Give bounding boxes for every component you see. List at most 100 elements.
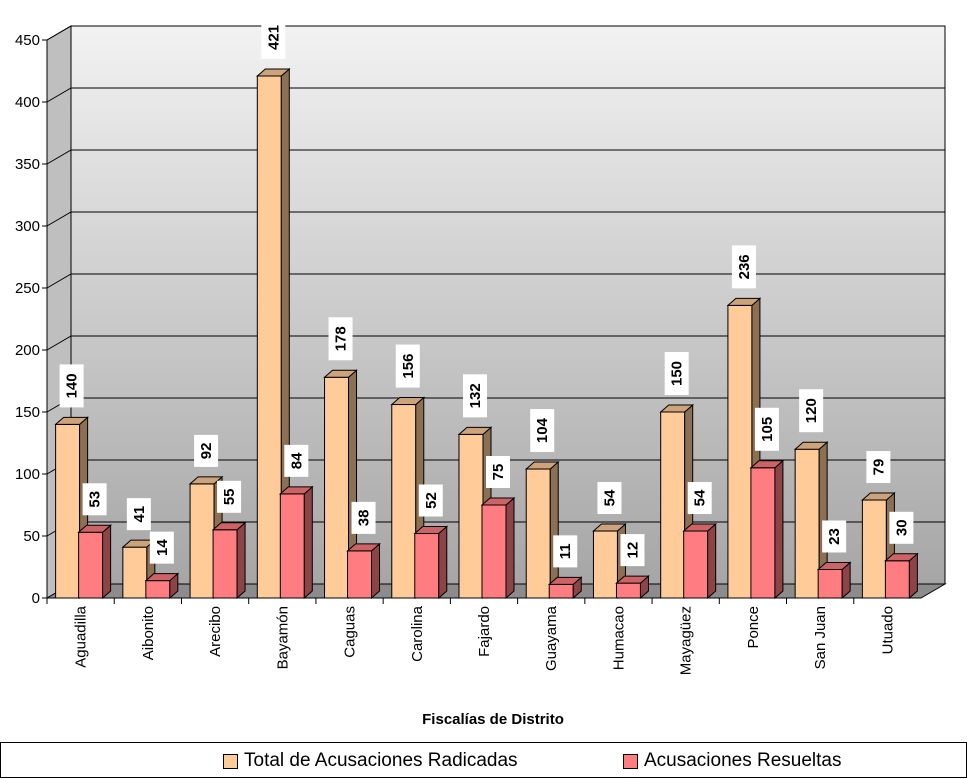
legend-swatch-total	[223, 753, 238, 769]
data-label: 104	[530, 409, 555, 453]
y-tick-label: 300	[15, 218, 40, 235]
x-tick-label: Bayamón	[274, 606, 291, 669]
svg-text:52: 52	[423, 492, 440, 509]
svg-text:23: 23	[826, 528, 843, 545]
bar-resueltas	[749, 459, 785, 600]
data-label: 11	[553, 535, 578, 568]
svg-text:54: 54	[692, 489, 709, 506]
bar-resueltas	[682, 522, 718, 600]
data-label: 79	[866, 451, 891, 484]
svg-text:11: 11	[557, 543, 574, 559]
data-label: 84	[284, 444, 309, 477]
gridline	[46, 149, 945, 165]
data-label: 12	[620, 534, 645, 567]
data-label: 23	[822, 520, 847, 553]
legend-label-resueltas: Acusaciones Resueltas	[644, 750, 842, 771]
svg-text:38: 38	[356, 510, 373, 527]
bar-resueltas	[144, 572, 180, 600]
x-tick-label: Utuado	[879, 606, 896, 654]
svg-text:156: 156	[400, 354, 417, 379]
data-label: 38	[351, 501, 376, 534]
legend-item-resueltas: Acusaciones Resueltas	[623, 750, 842, 772]
x-tick-label: San Juan	[812, 606, 829, 669]
data-label: 150	[664, 352, 689, 395]
gridline	[46, 335, 945, 351]
data-label: 132	[463, 374, 487, 418]
svg-text:421: 421	[265, 25, 282, 50]
bar-resueltas	[77, 524, 112, 600]
gridline	[46, 87, 945, 103]
y-tick-label: 350	[15, 156, 40, 173]
bar-resueltas	[884, 552, 919, 600]
data-label: 54	[597, 482, 622, 515]
x-tick-label: Mayagüez	[678, 606, 695, 675]
legend: Total de Acusaciones Radicadas Acusacion…	[0, 742, 967, 778]
legend-swatch-resueltas	[623, 753, 638, 769]
svg-text:150: 150	[669, 361, 686, 386]
svg-text:75: 75	[490, 464, 507, 481]
data-labels: 140 53 41 14 92 55 421 84 178 38 156 52 132 75 104 11 54…	[59, 15, 914, 568]
legend-item-total: Total de Acusaciones Radicadas	[223, 750, 518, 772]
svg-text:79: 79	[870, 459, 887, 476]
bar-total	[323, 369, 358, 600]
svg-text:92: 92	[198, 443, 215, 460]
y-tick-label: 100	[15, 466, 40, 483]
svg-text:14: 14	[154, 539, 171, 556]
bar-total	[793, 441, 829, 600]
y-tick-label: 200	[15, 342, 40, 359]
y-tick-label: 0	[32, 590, 40, 607]
x-tick-label: Guayama	[543, 605, 560, 671]
data-label: 55	[217, 480, 242, 513]
svg-text:132: 132	[467, 383, 484, 408]
bar-resueltas	[480, 496, 516, 600]
bar-resueltas	[413, 525, 449, 600]
gridline	[46, 273, 945, 289]
data-label: 421	[261, 15, 286, 59]
svg-text:105: 105	[759, 417, 776, 442]
legend-label-total: Total de Acusaciones Radicadas	[244, 750, 518, 771]
svg-text:54: 54	[601, 489, 618, 506]
x-tick-label: Aibonito	[140, 606, 157, 660]
bar-total	[524, 460, 560, 600]
svg-text:178: 178	[333, 326, 350, 351]
data-label: 140	[59, 364, 84, 408]
data-label: 41	[126, 498, 151, 531]
data-label: 236	[731, 245, 756, 289]
y-tick-label: 250	[15, 280, 40, 297]
bar-resueltas	[278, 485, 314, 600]
bar-chart: 0 50 100 150 200 250 300 350 400 450 140 53 41 14 92 5…	[14, 15, 947, 728]
y-tick-label: 400	[15, 94, 40, 111]
data-label: 52	[418, 484, 443, 517]
x-axis-title: Fiscalías de Distrito	[422, 711, 564, 728]
y-axis: 0 50 100 150 200 250 300 350 400 450	[15, 32, 48, 607]
svg-text:12: 12	[624, 542, 641, 559]
bar-resueltas	[615, 575, 650, 600]
x-tick-label: Fajardo	[476, 606, 493, 657]
data-label: 53	[82, 483, 107, 516]
x-tick-label: Aguadilla	[73, 605, 90, 667]
data-label: 178	[328, 317, 353, 361]
svg-text:84: 84	[288, 452, 305, 469]
x-tick-label: Ponce	[745, 606, 762, 649]
svg-text:120: 120	[803, 398, 820, 423]
svg-text:104: 104	[534, 417, 551, 443]
gridline	[46, 25, 945, 41]
y-tick-label: 450	[15, 32, 40, 49]
svg-text:55: 55	[221, 488, 238, 505]
x-tick-label: Caguas	[342, 606, 359, 658]
data-label: 92	[194, 434, 219, 467]
bar-resueltas	[816, 561, 852, 600]
svg-text:236: 236	[736, 254, 753, 279]
data-label: 30	[889, 511, 914, 544]
x-axis: Aguadilla Aibonito Arecibo Bayamón Caguas Car…	[46, 597, 921, 675]
x-tick-label: Arecibo	[207, 606, 224, 657]
svg-text:30: 30	[893, 519, 910, 536]
x-tick-label: Humacao	[610, 606, 627, 670]
bar-resueltas	[211, 521, 247, 600]
x-tick-label: Carolina	[409, 605, 426, 662]
svg-text:53: 53	[87, 491, 104, 508]
y-tick-label: 150	[15, 404, 40, 421]
bar-resueltas	[346, 542, 381, 600]
gridline	[46, 211, 945, 227]
bar-resueltas	[547, 576, 583, 600]
